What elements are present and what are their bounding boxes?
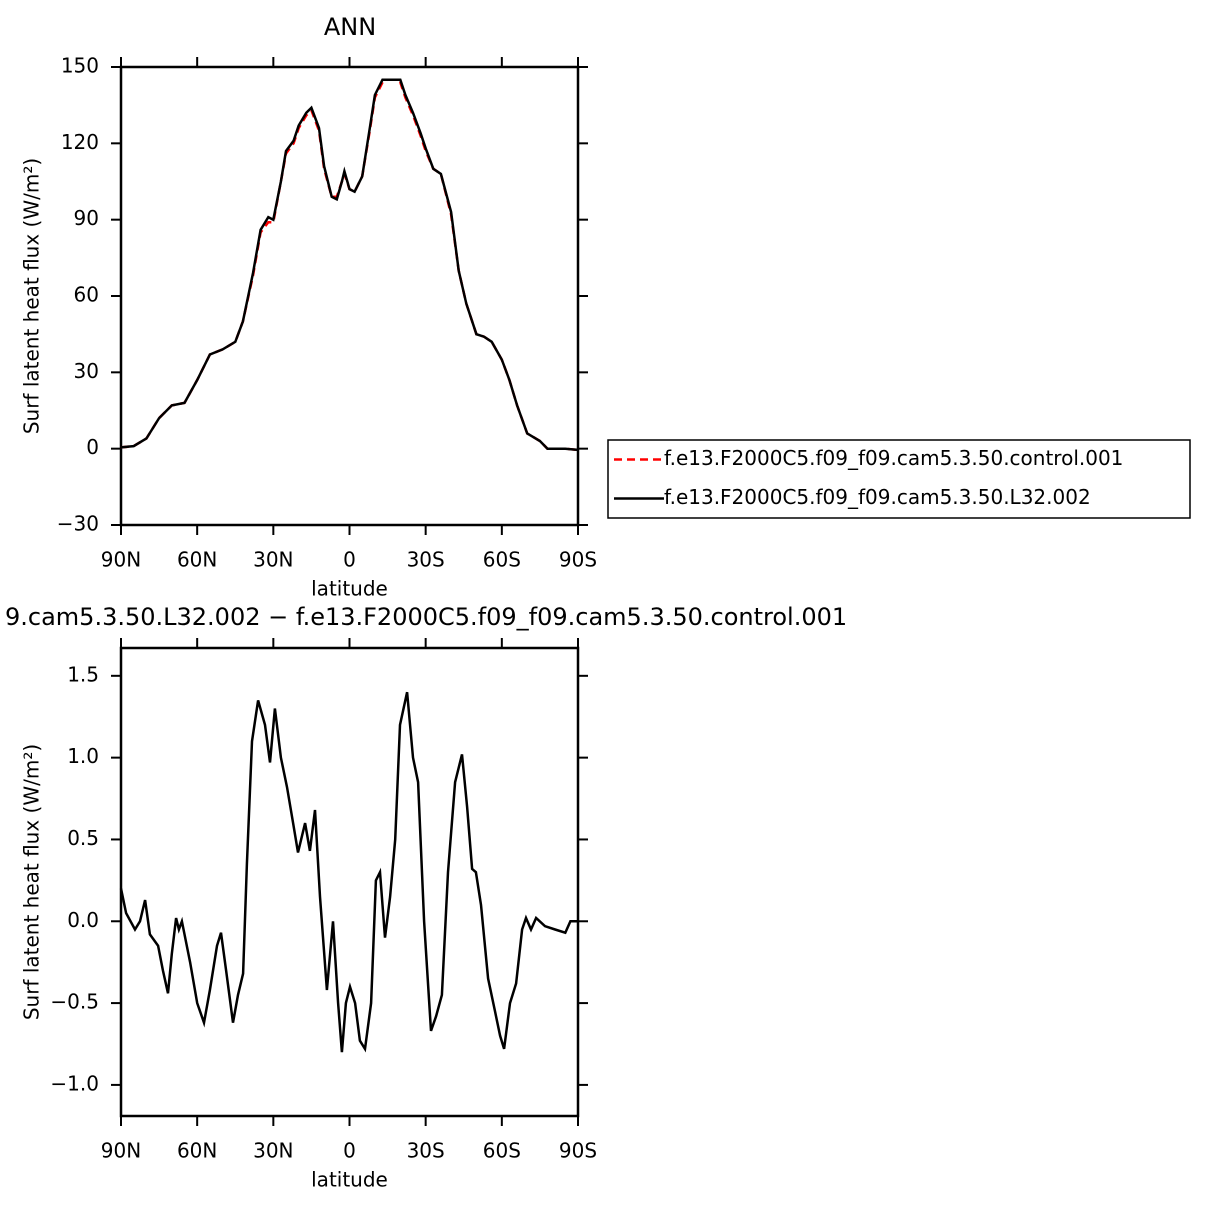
- x-tick-label: 30N: [253, 548, 293, 572]
- x-tick-label: 0: [343, 1139, 356, 1163]
- y-tick-label: 60: [74, 283, 99, 307]
- y-tick-label: 0.0: [67, 908, 99, 932]
- y-tick-label: 0.5: [67, 826, 99, 850]
- y-tick-label: −30: [57, 512, 99, 536]
- x-tick-label: 60N: [177, 548, 217, 572]
- x-tick-label: 90N: [101, 1139, 141, 1163]
- x-tick-label: 60S: [483, 548, 521, 572]
- chart-title: 9.cam5.3.50.L32.002 − f.e13.F2000C5.f09_…: [5, 603, 847, 631]
- y-tick-label: 1.0: [67, 744, 99, 768]
- x-tick-label: 90S: [559, 548, 597, 572]
- y-tick-label: 30: [74, 359, 99, 383]
- x-tick-label: 30S: [407, 1139, 445, 1163]
- y-tick-label: 120: [61, 130, 99, 154]
- x-axis-label: latitude: [311, 577, 388, 601]
- y-axis-label: Surf latent heat flux (W/m²): [20, 744, 44, 1020]
- y-tick-label: 90: [74, 206, 99, 230]
- x-tick-label: 30N: [253, 1139, 293, 1163]
- plot-frame: [119, 65, 580, 527]
- legend-label: f.e13.F2000C5.f09_f09.cam5.3.50.control.…: [664, 446, 1123, 470]
- data-line: [119, 691, 578, 1053]
- y-axis-label: Surf latent heat flux (W/m²): [20, 158, 44, 434]
- y-tick-label: −1.0: [50, 1071, 99, 1095]
- y-tick-label: 150: [61, 54, 99, 78]
- x-tick-label: 0: [343, 548, 356, 572]
- chart-title: ANN: [324, 13, 376, 41]
- legend-label: f.e13.F2000C5.f09_f09.cam5.3.50.L32.002: [664, 485, 1091, 509]
- data-line: [120, 78, 579, 452]
- x-tick-label: 90N: [101, 548, 141, 572]
- y-tick-label: 0: [86, 435, 99, 459]
- y-tick-label: 1.5: [67, 662, 99, 686]
- x-tick-label: 60N: [177, 1139, 217, 1163]
- legend-box: [607, 439, 1191, 519]
- x-tick-label: 60S: [483, 1139, 521, 1163]
- x-axis-label: latitude: [311, 1168, 388, 1192]
- y-tick-label: −0.5: [50, 990, 99, 1014]
- plot-frame: [119, 646, 580, 1118]
- x-tick-label: 30S: [407, 548, 445, 572]
- x-tick-label: 90S: [559, 1139, 597, 1163]
